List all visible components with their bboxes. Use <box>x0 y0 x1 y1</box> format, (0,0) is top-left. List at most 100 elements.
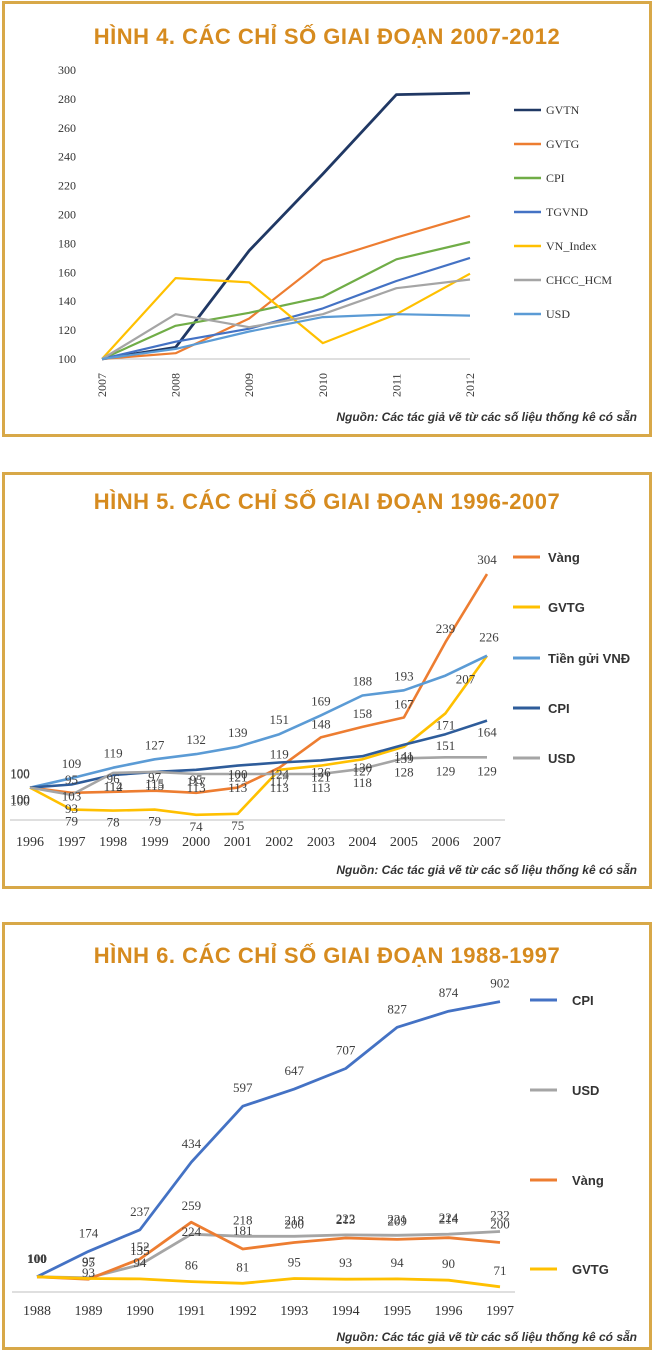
data-label: 213 <box>336 1212 356 1227</box>
data-label: 100 <box>27 1251 47 1266</box>
data-label: 95 <box>65 772 78 787</box>
data-label: 647 <box>284 1063 304 1078</box>
data-label: 114 <box>104 779 124 794</box>
data-label: 874 <box>439 985 459 1000</box>
x-tick-label: 1997 <box>58 835 86 850</box>
data-label: 86 <box>185 1258 199 1273</box>
x-tick-label: 2001 <box>224 835 252 850</box>
data-label: 151 <box>436 738 456 753</box>
data-label: 151 <box>270 712 290 727</box>
data-label: 113 <box>187 780 206 795</box>
x-tick-label: 1991 <box>177 1304 205 1319</box>
series-line-usd <box>101 313 471 361</box>
series-line-usd <box>36 1230 501 1280</box>
data-label: 221 <box>387 1211 407 1226</box>
x-tick-label: 2008 <box>169 373 183 397</box>
data-label: 200 <box>284 1216 304 1231</box>
data-label: 100 <box>10 792 30 807</box>
x-tick-label: 2006 <box>431 835 459 850</box>
y-tick-label: 120 <box>58 323 76 337</box>
data-label: 100 <box>27 1251 47 1266</box>
figure-6-source: Nguồn: Các tác giả vẽ từ các số liệu thố… <box>336 1330 637 1344</box>
x-tick-label: 2000 <box>182 835 210 850</box>
legend-label-v-ng: Vàng <box>548 550 580 565</box>
data-label: 152 <box>130 1239 150 1254</box>
legend-label-v-ng: Vàng <box>572 1173 604 1188</box>
figure-4-title: HÌNH 4. CÁC CHỈ SỐ GIAI ĐOẠN 2007-2012 <box>93 24 561 49</box>
x-tick-label: 1995 <box>383 1304 411 1319</box>
data-label: 100 <box>10 794 30 809</box>
data-label: 74 <box>190 819 204 834</box>
data-label: 78 <box>107 815 120 830</box>
x-tick-label: 2012 <box>463 373 477 397</box>
data-label: 200 <box>490 1216 510 1231</box>
figure-5-title: HÌNH 5. CÁC CHỈ SỐ GIAI ĐOẠN 1996-2007 <box>93 489 561 514</box>
x-tick-label: 1993 <box>280 1304 308 1319</box>
series-line-tgvnd <box>101 256 471 361</box>
legend-label-tgvnd: TGVND <box>546 205 588 219</box>
legend-label-cpi: CPI <box>572 993 594 1008</box>
x-tick-label: 1999 <box>141 835 169 850</box>
data-label: 94 <box>391 1255 405 1270</box>
series-line-v-ng <box>29 573 489 795</box>
data-label: 96 <box>107 771 121 786</box>
x-tick-label: 2010 <box>316 373 330 397</box>
x-tick-label: 2007 <box>473 835 501 850</box>
data-label: 95 <box>190 772 203 787</box>
data-label: 224 <box>182 1224 202 1239</box>
data-label: 95 <box>82 1255 95 1270</box>
data-label: 237 <box>130 1204 150 1219</box>
data-label: 214 <box>439 1212 459 1227</box>
data-label: 218 <box>284 1212 304 1227</box>
y-tick-label: 240 <box>58 150 76 164</box>
series-line-ti-n-g-i-vn <box>29 654 488 789</box>
data-label: 119 <box>104 746 123 761</box>
data-label: 222 <box>336 1211 356 1226</box>
data-label: 218 <box>233 1212 253 1227</box>
data-label: 93 <box>339 1255 352 1270</box>
data-label: 121 <box>311 770 331 785</box>
data-label: 90 <box>442 1256 455 1271</box>
data-label: 79 <box>65 814 78 829</box>
data-label: 224 <box>439 1210 459 1225</box>
series-line-usd <box>29 755 487 797</box>
data-label: 139 <box>394 751 414 766</box>
legend-label-usd: USD <box>548 751 575 766</box>
data-label: 434 <box>182 1136 202 1151</box>
x-tick-label: 1996 <box>435 1304 463 1319</box>
figure-5-source: Nguồn: Các tác giả vẽ từ các số liệu thố… <box>336 863 637 877</box>
data-label: 127 <box>353 763 373 778</box>
x-tick-label: 2009 <box>242 373 256 397</box>
data-label: 97 <box>82 1254 96 1269</box>
series-line-vn-index <box>101 272 471 360</box>
figure-4-source: Nguồn: Các tác giả vẽ từ các số liệu thố… <box>336 410 637 424</box>
data-label: 100 <box>10 767 30 782</box>
data-label: 100 <box>27 1251 47 1266</box>
y-tick-label: 260 <box>58 121 76 135</box>
data-label: 71 <box>494 1263 507 1278</box>
data-label: 94 <box>133 1255 147 1270</box>
data-label: 113 <box>311 780 330 795</box>
x-tick-label: 2004 <box>348 835 376 850</box>
x-tick-label: 1998 <box>99 835 127 850</box>
figure-4-panel: HÌNH 4. CÁC CHỈ SỐ GIAI ĐOẠN 2007-2012 N… <box>2 1 652 437</box>
data-label: 115 <box>145 778 164 793</box>
data-label: 141 <box>394 749 414 764</box>
data-label: 304 <box>477 552 497 567</box>
data-label: 171 <box>436 717 456 732</box>
data-label: 97 <box>148 770 162 785</box>
legend-label-usd: USD <box>546 307 570 321</box>
x-tick-label: 2003 <box>307 835 335 850</box>
y-tick-label: 220 <box>58 179 76 193</box>
legend-label-cpi: CPI <box>548 701 570 716</box>
data-label: 81 <box>236 1259 249 1274</box>
data-label: 100 <box>10 766 30 781</box>
data-label: 129 <box>477 763 497 778</box>
data-label: 135 <box>130 1243 150 1258</box>
x-tick-label: 1988 <box>23 1304 51 1319</box>
series-line-chcc-hcm <box>101 278 471 360</box>
legend-label-chcc-hcm: CHCC_HCM <box>546 273 612 287</box>
data-label: 79 <box>148 814 161 829</box>
